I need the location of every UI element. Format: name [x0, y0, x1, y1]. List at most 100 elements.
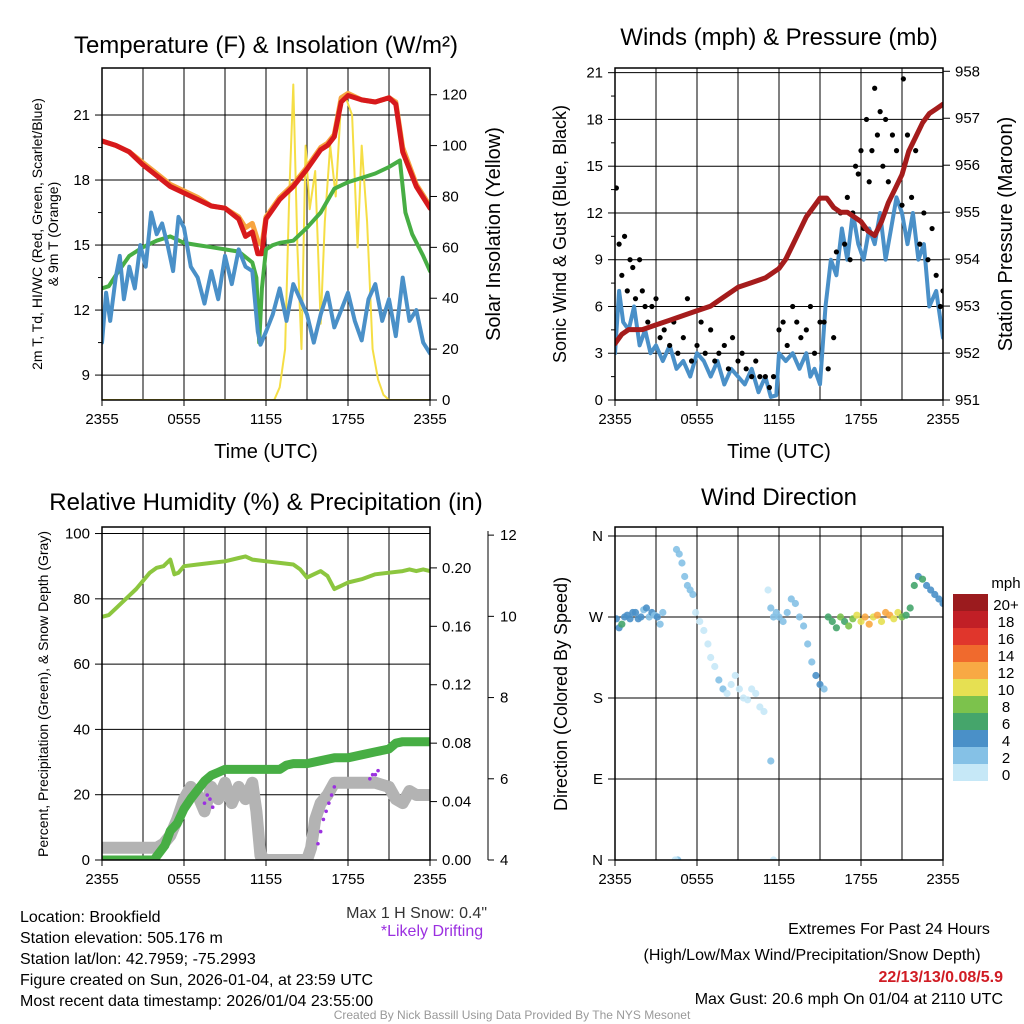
- humidity-likely-drifting-point: [324, 809, 328, 814]
- humidity-likely-drifting-point: [373, 772, 378, 777]
- winds-gust-point: [844, 194, 850, 200]
- winds-gust-point: [702, 350, 708, 356]
- winds-gust-point: [883, 116, 889, 123]
- wind-direction-point: [828, 617, 836, 626]
- temperature-y2tick-label: 20: [442, 341, 459, 358]
- colorbar-label: 10: [998, 682, 1015, 699]
- colorbar-label: 4: [1002, 733, 1010, 750]
- wind-direction-point: [752, 689, 760, 698]
- extremes-subtitle: (High/Low/Max Wind/Precipitation/Snow De…: [643, 947, 980, 964]
- colorbar-swatch: [953, 696, 988, 713]
- wind-direction-point: [715, 676, 723, 684]
- colorbar-label: 12: [998, 665, 1015, 682]
- winds-y2tick-label: 956: [955, 157, 980, 174]
- wind-direction-point: [873, 611, 882, 619]
- colorbar-swatch: [953, 679, 988, 696]
- wind-direction-point: [700, 626, 708, 635]
- winds-gust-point: [842, 241, 848, 247]
- temperature-xtick-label: 1755: [331, 411, 364, 428]
- wind-direction-point: [767, 604, 775, 612]
- temperature-x-label: Time (UTC): [214, 441, 318, 463]
- winds-ytick-label: 0: [595, 392, 603, 409]
- wind-direction-point: [615, 615, 620, 623]
- colorbar-label: 8: [1002, 699, 1010, 716]
- humidity-y3tick-label: 4: [500, 852, 508, 869]
- winds-gust-point: [852, 163, 859, 169]
- wind-direction-point: [779, 617, 787, 626]
- winds-gust-point: [649, 303, 655, 310]
- winds-gust-point: [653, 296, 659, 302]
- winds-gust-point: [885, 179, 891, 185]
- winds-gust-point: [721, 342, 727, 349]
- wind-direction-point: [764, 586, 772, 594]
- temperature-ytick-label: 15: [73, 237, 90, 254]
- temperature-wc-line: [102, 210, 430, 356]
- humidity-likely-drifting-point: [202, 801, 207, 805]
- winds-gust-point: [776, 327, 782, 333]
- wind-direction-point: [918, 575, 927, 583]
- winds-ytick-label: 9: [595, 252, 603, 269]
- wind-direction-point: [877, 617, 886, 626]
- humidity-y2tick-label: 0.12: [442, 677, 471, 694]
- wind-direction-point: [689, 590, 697, 599]
- winds-gust-point: [874, 132, 881, 138]
- winds-gust-point: [694, 342, 700, 349]
- elevation-text: Station elevation: 505.176 m: [20, 930, 223, 947]
- wind-direction-point: [731, 671, 739, 680]
- wind-direction-chart: 2355 0555 1155 1755 2355 N E S W N: [589, 526, 960, 888]
- colorbar-label: 6: [1002, 716, 1010, 733]
- winds-gust-point: [766, 384, 773, 391]
- wind-direction-point: [832, 624, 841, 632]
- humidity-xtick-label: 1755: [331, 871, 364, 888]
- colorbar-label: 2: [1002, 750, 1010, 767]
- humidity-likely-drifting-point: [368, 776, 372, 781]
- winds-gust-point: [847, 257, 853, 263]
- wind-direction-point: [808, 658, 816, 666]
- wind-direction-point: [760, 707, 768, 716]
- winds-xtick-label: 0555: [680, 411, 713, 428]
- winds-y2tick-label: 958: [955, 63, 980, 80]
- humidity-ytick-label: 80: [73, 591, 90, 608]
- wind-direction-point: [659, 608, 667, 617]
- winds-gust-point: [803, 327, 809, 333]
- winds-y2-label: Station Pressure (Maroon): [995, 117, 1017, 352]
- winds-gust-point: [743, 366, 749, 372]
- humidity-y3tick-label: 10: [500, 608, 517, 625]
- winds-gust-point: [667, 342, 673, 349]
- max-gust-text: Max Gust: 20.6 mph On 01/04 at 2110 UTC: [695, 991, 1003, 1008]
- wind-direction-point: [704, 640, 712, 648]
- wind-direction-point: [735, 685, 743, 693]
- humidity-likely-drifting-point: [332, 785, 337, 789]
- winds-gust-point: [855, 171, 861, 177]
- winds-gust-point: [749, 374, 755, 380]
- humidity-ytick-label: 0: [82, 852, 90, 869]
- winds-gust-point: [729, 335, 736, 341]
- wind-direction-chart-title: Wind Direction: [701, 484, 857, 511]
- winds-gust-point: [900, 76, 906, 82]
- wind-direction-ytick-label: W: [589, 609, 604, 626]
- colorbar-swatch: [953, 747, 988, 764]
- winds-gust-point: [921, 210, 927, 216]
- temperature-y2tick-label: 60: [442, 239, 459, 256]
- temperature-y2-label: Solar Insolation (Yellow): [483, 127, 505, 341]
- humidity-y-label: Percent, Precipitation (Green), & Snow D…: [35, 531, 51, 857]
- winds-gust-point: [716, 350, 722, 356]
- wind-direction-point: [675, 550, 683, 558]
- winds-gust-point: [877, 109, 883, 115]
- winds-xtick-label: 2355: [926, 411, 959, 428]
- wind-direction-point: [618, 620, 626, 628]
- winds-gust-point: [872, 85, 878, 91]
- wind-direction-point: [800, 622, 808, 630]
- winds-gust-point: [899, 202, 905, 208]
- extremes-title: Extremes For Past 24 Hours: [788, 921, 990, 938]
- winds-gust-point: [880, 163, 886, 169]
- wind-direction-point: [906, 604, 914, 612]
- wind-direction-point: [696, 617, 704, 626]
- wind-direction-point: [678, 559, 686, 567]
- winds-gust-point: [831, 335, 837, 341]
- winds-gust-point: [657, 335, 663, 341]
- winds-gust-point: [937, 303, 943, 310]
- wind-direction-point: [890, 615, 898, 623]
- humidity-y2tick-label: 0.20: [442, 560, 471, 577]
